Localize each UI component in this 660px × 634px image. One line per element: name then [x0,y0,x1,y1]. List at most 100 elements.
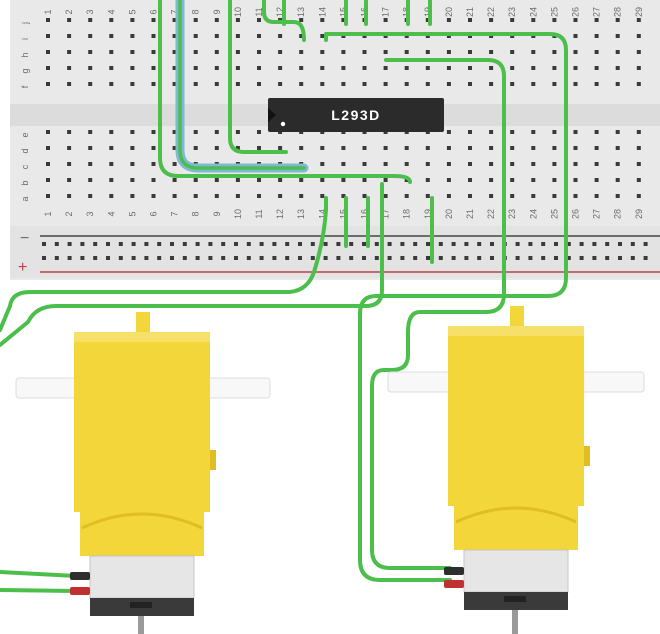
breadboard-hole[interactable] [46,130,50,134]
breadboard-hole[interactable] [362,178,367,182]
rail-hole[interactable] [272,256,277,260]
rail-hole[interactable] [131,242,136,246]
rail-hole[interactable] [528,256,533,260]
breadboard-hole[interactable] [130,194,135,198]
breadboard-hole[interactable] [88,34,93,38]
rail-hole[interactable] [566,256,571,260]
breadboard-hole[interactable] [446,130,451,134]
rail-hole[interactable] [490,242,494,246]
breadboard-hole[interactable] [88,146,93,150]
breadboard-hole[interactable] [109,50,114,54]
breadboard-hole[interactable] [130,178,135,182]
breadboard-hole[interactable] [278,146,283,150]
breadboard-hole[interactable] [257,194,261,198]
breadboard-hole[interactable] [383,18,388,22]
breadboard-hole[interactable] [172,178,177,182]
breadboard-hole[interactable] [531,18,536,22]
breadboard-hole[interactable] [531,194,536,198]
wire-green-e[interactable] [370,58,506,570]
rail-hole[interactable] [234,242,238,246]
breadboard-hole[interactable] [425,194,430,198]
breadboard-hole[interactable] [67,178,72,182]
breadboard-hole[interactable] [299,146,304,150]
rail-hole[interactable] [618,256,622,260]
breadboard-hole[interactable] [510,82,515,86]
breadboard-hole[interactable] [425,18,430,22]
breadboard-hole[interactable] [320,66,325,70]
breadboard-hole[interactable] [489,66,494,70]
breadboard-hole[interactable] [151,178,156,182]
breadboard-hole[interactable] [299,50,304,54]
rail-hole[interactable] [323,256,328,260]
breadboard-hole[interactable] [88,82,93,86]
rail-hole[interactable] [157,256,162,260]
breadboard-hole[interactable] [67,66,72,70]
breadboard-hole[interactable] [362,66,367,70]
breadboard-hole[interactable] [257,82,261,86]
breadboard-hole[interactable] [468,130,472,134]
breadboard-hole[interactable] [257,34,261,38]
breadboard-hole[interactable] [88,66,93,70]
breadboard-hole[interactable] [594,82,599,86]
breadboard-hole[interactable] [151,50,156,54]
rail-hole[interactable] [285,256,290,260]
breadboard-hole[interactable] [383,50,388,54]
breadboard-hole[interactable] [341,194,346,198]
wire-green-d[interactable] [324,32,568,582]
breadboard-hole[interactable] [636,34,641,38]
breadboard-hole[interactable] [88,50,93,54]
breadboard-hole[interactable] [531,66,536,70]
breadboard-hole[interactable] [214,82,219,86]
breadboard-hole[interactable] [468,50,472,54]
breadboard-hole[interactable] [172,34,177,38]
breadboard-hole[interactable] [151,146,156,150]
breadboard-hole[interactable] [109,130,114,134]
breadboard-hole[interactable] [235,82,240,86]
breadboard-hole[interactable] [446,178,451,182]
rail-hole[interactable] [195,256,200,260]
breadboard-hole[interactable] [489,194,494,198]
rail-hole[interactable] [93,256,98,260]
rail-hole[interactable] [554,256,558,260]
breadboard-hole[interactable] [362,82,367,86]
breadboard-hole[interactable] [235,18,240,22]
breadboard-hole[interactable] [383,162,388,166]
breadboard-hole[interactable] [489,18,494,22]
rail-hole[interactable] [387,242,392,246]
rail-hole[interactable] [208,256,213,260]
breadboard-hole[interactable] [109,18,114,22]
breadboard-hole[interactable] [299,82,304,86]
rail-hole[interactable] [349,256,354,260]
breadboard-hole[interactable] [510,162,515,166]
rail-hole[interactable] [93,242,98,246]
breadboard-hole[interactable] [341,162,346,166]
breadboard-hole[interactable] [278,34,283,38]
breadboard-hole[interactable] [636,146,641,150]
breadboard-hole[interactable] [193,66,198,70]
rail-hole[interactable] [106,256,110,260]
motor-left[interactable] [15,312,271,634]
breadboard-hole[interactable] [172,194,177,198]
rail-hole[interactable] [182,242,187,246]
breadboard-hole[interactable] [278,66,283,70]
rail-hole[interactable] [208,242,213,246]
breadboard-hole[interactable] [130,34,135,38]
rail-hole[interactable] [515,256,520,260]
rail-hole[interactable] [630,242,635,246]
breadboard-hole[interactable] [425,82,430,86]
breadboard-hole[interactable] [172,162,177,166]
rail-hole[interactable] [67,242,72,246]
breadboard-hole[interactable] [552,66,557,70]
breadboard-hole[interactable] [468,178,472,182]
breadboard-hole[interactable] [636,82,641,86]
rail-hole[interactable] [566,242,571,246]
rail-hole[interactable] [349,242,354,246]
breadboard-hole[interactable] [172,82,177,86]
breadboard-hole[interactable] [67,50,72,54]
breadboard-hole[interactable] [151,194,156,198]
rail-hole[interactable] [234,256,238,260]
breadboard-hole[interactable] [235,130,240,134]
breadboard-hole[interactable] [278,178,283,182]
breadboard-hole[interactable] [510,146,515,150]
breadboard-hole[interactable] [67,82,72,86]
